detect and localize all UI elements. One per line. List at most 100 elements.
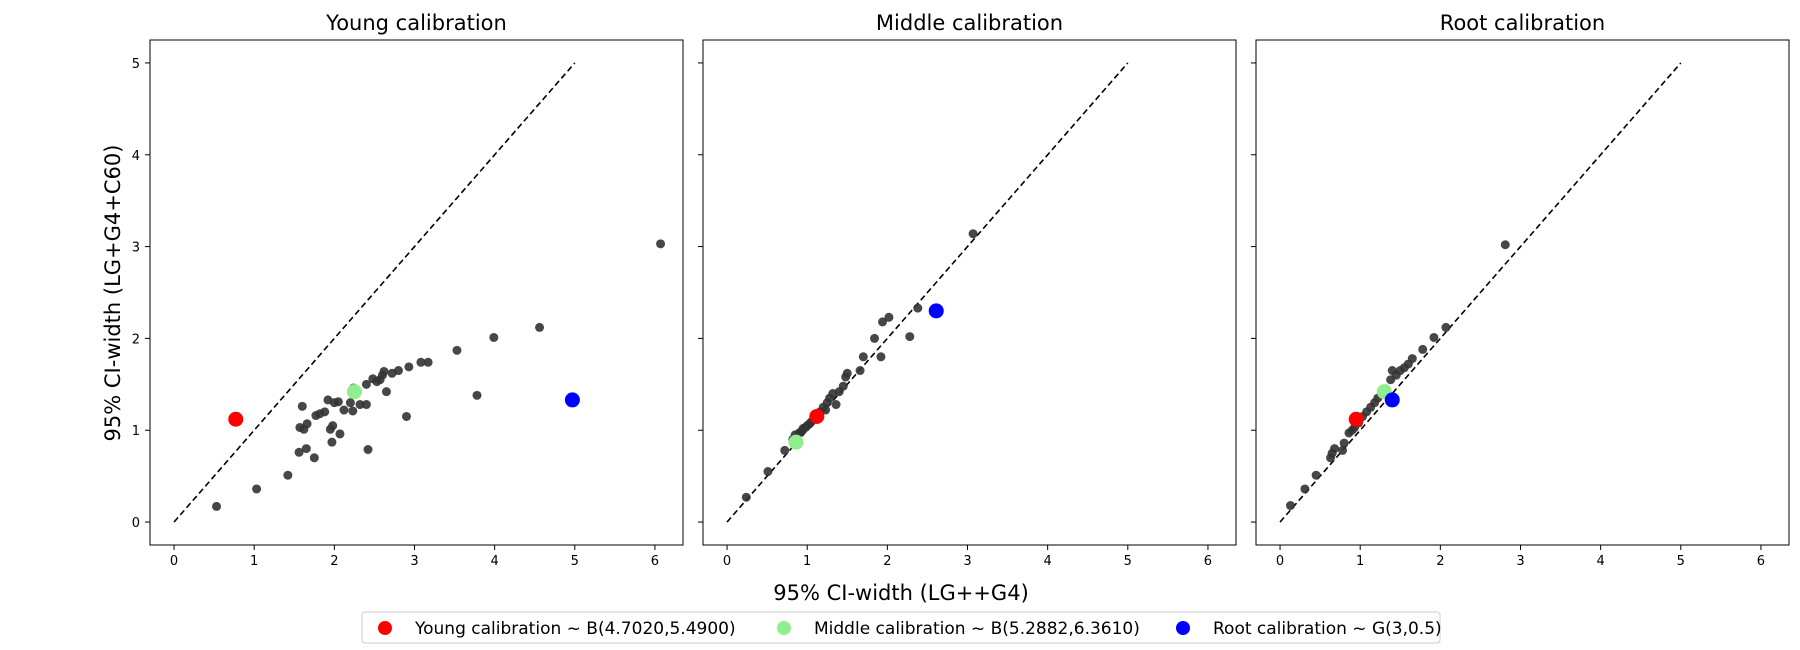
data-point [212, 501, 222, 511]
data-point [301, 444, 311, 454]
data-point [1418, 344, 1428, 354]
panel-2: Middle calibration 0 1 2 3 4 5 6 [698, 11, 1237, 569]
data-point [876, 352, 886, 362]
data-point [345, 398, 355, 408]
middle-calibration-point [788, 434, 804, 450]
data-point [913, 303, 923, 313]
x-tick-label: 5 [571, 554, 579, 569]
y-tick-label: 1 [132, 424, 140, 439]
root-calibration-point [1384, 392, 1400, 408]
x-tick-label: 0 [1276, 554, 1284, 569]
data-point [1311, 470, 1321, 480]
data-point [656, 239, 666, 249]
data-point [1285, 501, 1295, 511]
data-point [320, 407, 330, 417]
data-point [858, 352, 868, 362]
data-point [472, 390, 482, 400]
x-tick-label: 1 [250, 554, 258, 569]
x-tick-label: 4 [1044, 554, 1052, 569]
data-point [423, 357, 433, 367]
x-tick-label: 3 [963, 554, 971, 569]
legend-marker-middle [777, 621, 791, 635]
data-point [452, 345, 462, 355]
data-point [489, 332, 499, 342]
data-point [821, 405, 831, 415]
data-point [831, 400, 841, 410]
data-point [1338, 445, 1348, 455]
data-point [361, 379, 371, 389]
data-point [379, 366, 389, 376]
y-tick-label: 0 [132, 516, 140, 531]
data-point [741, 492, 751, 502]
legend-marker-root [1176, 621, 1190, 635]
y-tick-label: 5 [132, 57, 140, 72]
data-point [339, 405, 349, 415]
y-tick-label: 4 [132, 149, 140, 164]
data-point [1407, 354, 1417, 364]
x-tick-label: 3 [1516, 554, 1524, 569]
x-tick-label: 4 [1597, 554, 1605, 569]
data-point [1330, 444, 1340, 454]
data-point [302, 419, 312, 429]
diagonal-line [1279, 62, 1682, 523]
diagonal-line [726, 62, 1129, 523]
data-point [905, 332, 915, 342]
data-point [328, 421, 338, 431]
data-point [842, 368, 852, 378]
data-point [1441, 322, 1451, 332]
panel-title: Root calibration [1440, 11, 1605, 35]
x-tick-label: 5 [1124, 554, 1132, 569]
legend-label-root: Root calibration ~ G(3,0.5) [1213, 619, 1442, 639]
y-tick-label: 3 [132, 241, 140, 256]
young-calibration-point [228, 411, 244, 427]
data-point [535, 322, 545, 332]
plot-frame [1255, 39, 1790, 546]
x-tick-label: 5 [1677, 554, 1685, 569]
x-tick-label: 1 [1356, 554, 1364, 569]
x-tick-label: 0 [170, 554, 178, 569]
x-tick-label: 0 [723, 554, 731, 569]
data-point [780, 445, 790, 455]
data-point [381, 387, 391, 397]
data-point [1339, 438, 1349, 448]
data-point [252, 484, 262, 494]
young-calibration-point [809, 408, 825, 424]
data-point [283, 470, 293, 480]
root-calibration-point [928, 303, 944, 319]
legend-marker-young [378, 621, 392, 635]
legend: Young calibration ~ B(4.7020,5.4900) Mid… [361, 611, 1442, 644]
plot-frame [149, 39, 684, 546]
panel-3: Root calibration 0 1 2 3 4 5 6 [1251, 11, 1790, 569]
data-point [968, 229, 978, 239]
data-point [404, 362, 414, 372]
y-tick-label: 2 [132, 332, 140, 347]
panel-title: Middle calibration [876, 11, 1063, 35]
data-point [878, 317, 888, 327]
data-point [294, 447, 304, 457]
data-point [1500, 240, 1510, 250]
data-point [327, 437, 337, 447]
x-tick-label: 6 [1204, 554, 1212, 569]
data-point [401, 411, 411, 421]
panel-1: Young calibration 0 1 2 3 4 5 6 0 1 2 3 4 5 [132, 11, 684, 569]
x-axis-label: 95% CI-width (LG++G4) [773, 581, 1029, 605]
data-point [1300, 484, 1310, 494]
x-tick-label: 6 [651, 554, 659, 569]
x-tick-label: 2 [330, 554, 338, 569]
data-point [297, 401, 307, 411]
panel-title: Young calibration [325, 11, 507, 35]
x-tick-label: 2 [883, 554, 891, 569]
legend-frame [361, 611, 1441, 644]
data-point [335, 429, 345, 439]
y-axis-label: 95% CI-width (LG+G4+C60) [101, 145, 125, 442]
data-point [855, 366, 865, 376]
root-calibration-point [564, 392, 580, 408]
young-calibration-point [1348, 411, 1364, 427]
data-point [393, 366, 403, 376]
data-point [884, 312, 894, 322]
x-tick-label: 2 [1436, 554, 1444, 569]
x-tick-label: 4 [491, 554, 499, 569]
data-point [838, 381, 848, 391]
legend-label-young: Young calibration ~ B(4.7020,5.4900) [414, 619, 736, 639]
